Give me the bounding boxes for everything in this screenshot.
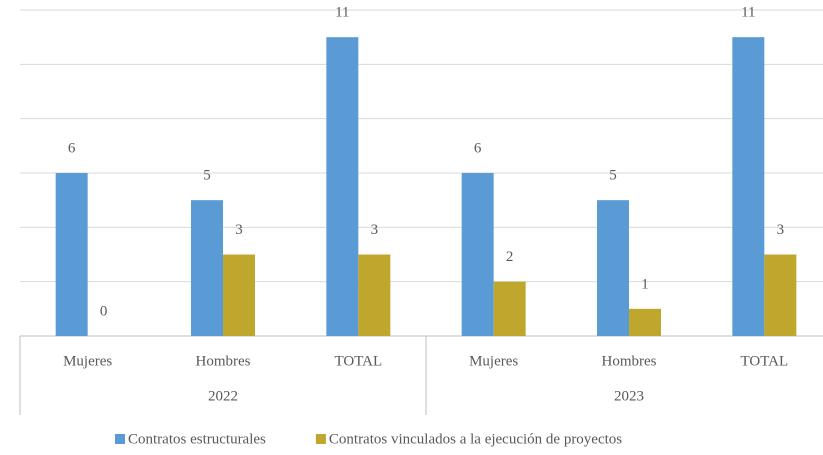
bar (732, 37, 765, 337)
bar (358, 254, 391, 336)
bar (55, 173, 88, 336)
group-label: 2023 (614, 388, 644, 404)
data-label: 5 (609, 168, 617, 184)
bar (493, 281, 526, 336)
x-tick-label: Hombres (196, 353, 251, 369)
x-tick-label: TOTAL (334, 353, 382, 369)
data-label: 1 (641, 276, 649, 292)
data-label: 11 (741, 5, 755, 21)
bar (629, 308, 661, 336)
data-label: 6 (68, 140, 76, 156)
bar (764, 254, 797, 336)
bar (191, 200, 223, 336)
data-label: 3 (235, 222, 243, 238)
legend-swatch (315, 434, 326, 444)
data-label: 0 (100, 303, 108, 319)
bar (597, 200, 629, 336)
data-label: 6 (474, 140, 482, 156)
data-label: 2 (506, 249, 514, 265)
x-tick-label: TOTAL (740, 353, 788, 369)
x-tick-label: Mujeres (469, 353, 518, 369)
x-tick-label: Mujeres (63, 353, 112, 369)
group-label: 2022 (208, 388, 238, 404)
legend-label: Contratos vinculados a la ejecución de p… (329, 431, 622, 447)
data-label: 3 (777, 222, 785, 238)
bar (326, 37, 359, 337)
x-tick-label: Hombres (602, 353, 657, 369)
bar (223, 254, 255, 336)
data-label: 11 (335, 5, 349, 21)
data-label: 5 (203, 168, 211, 184)
bar (461, 173, 494, 336)
legend-label: Contratos estructurales (128, 431, 266, 447)
data-label: 3 (371, 222, 379, 238)
legend-swatch (115, 434, 125, 444)
